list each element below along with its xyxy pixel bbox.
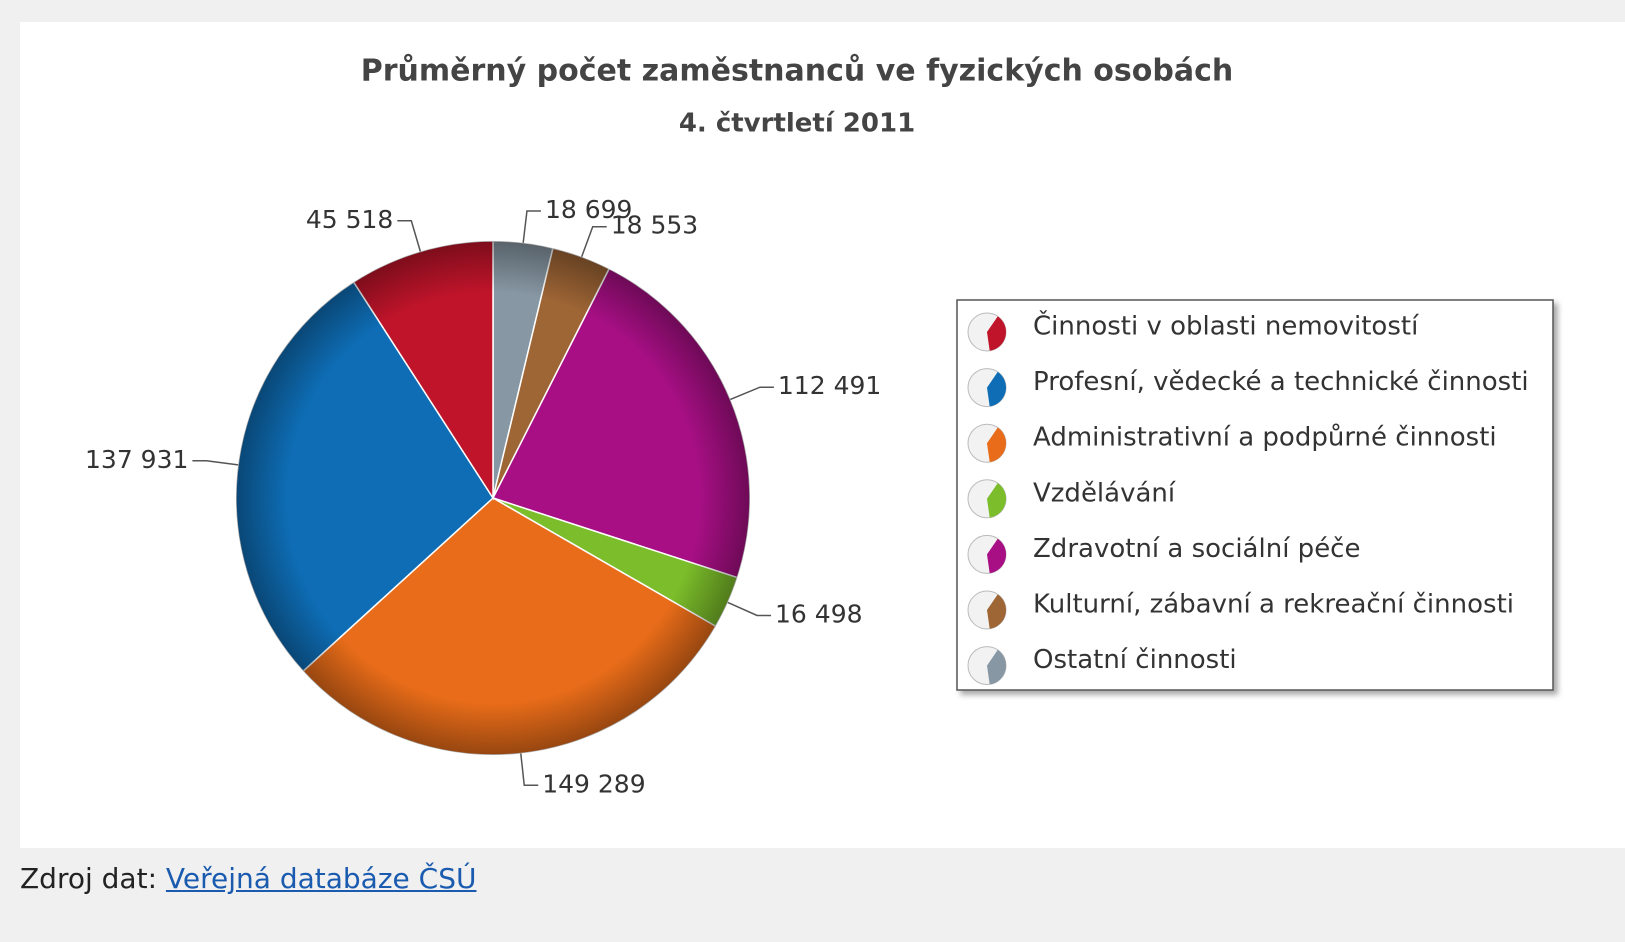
- data-label: 149 289: [542, 769, 645, 798]
- chart-subtitle: 4. čtvrtletí 2011: [679, 109, 915, 139]
- legend-label: Zdravotní a sociální péče: [1033, 534, 1360, 564]
- legend-icon: [987, 594, 1007, 629]
- data-label: 18 699: [545, 195, 632, 224]
- legend-label: Ostatní činnosti: [1033, 645, 1237, 675]
- data-label: 45 518: [306, 205, 393, 234]
- legend-icon: [987, 483, 1007, 518]
- legend-label: Vzdělávání: [1033, 478, 1176, 508]
- legend-label: Činnosti v oblasti nemovitostí: [1033, 310, 1419, 342]
- legend: [956, 299, 1554, 691]
- legend-label: Kulturní, zábavní a rekreační činnosti: [1033, 590, 1514, 620]
- leader-line: [520, 753, 539, 787]
- legend-icon: [987, 538, 1007, 574]
- chart: Průměrný počet zaměstnanců ve fyzických …: [20, 22, 1625, 848]
- legend-icon: [987, 371, 1007, 407]
- source-label: Zdroj dat:: [20, 862, 158, 895]
- data-label: 137 931: [85, 445, 188, 474]
- leader-line: [522, 210, 541, 243]
- legend-icon: [987, 316, 1007, 351]
- footer: Zdroj dat: Veřejná databáze ČSÚ: [20, 862, 476, 895]
- chart-title: Průměrný počet zaměstnanců ve fyzických …: [361, 53, 1233, 89]
- legend-icon: [987, 427, 1007, 463]
- legend-icon: [987, 649, 1006, 685]
- legend-label: Administrativní a podpůrné činnosti: [1033, 423, 1497, 453]
- data-label: 112 491: [778, 371, 881, 400]
- source-link[interactable]: Veřejná databáze ČSÚ: [165, 862, 477, 895]
- leader-line: [192, 460, 239, 466]
- legend-label: Profesní, vědecké a technické činnosti: [1033, 367, 1529, 397]
- data-label: 16 498: [775, 599, 862, 628]
- data-label: 18 553: [611, 211, 698, 240]
